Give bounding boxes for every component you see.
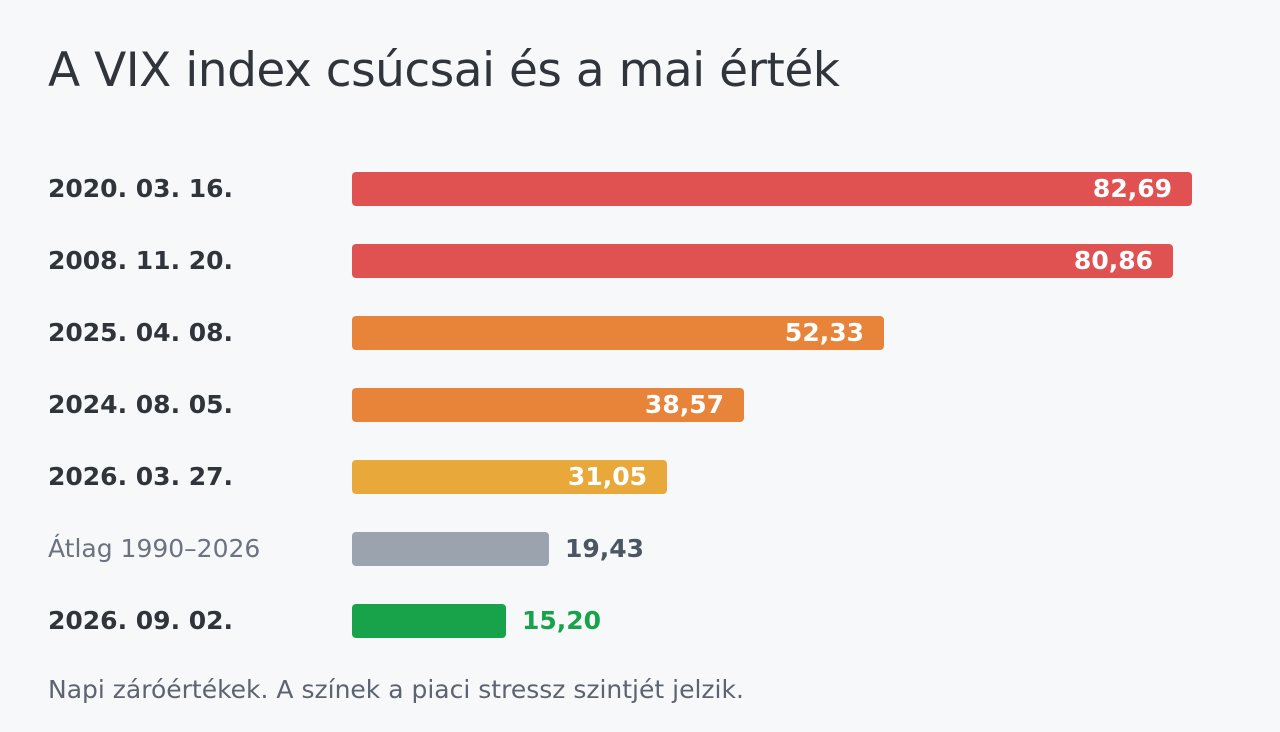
bar-row: 2020. 03. 16. 82,69 [0,172,1280,206]
chart-footnote: Napi záróértékek. A színek a piaci stres… [48,675,744,704]
bar [352,460,667,494]
bar-row: 2025. 04. 08. 52,33 [0,316,1280,350]
bar [352,532,549,566]
bar [352,172,1192,206]
value-label: 19,43 [565,534,645,563]
category-label: 2026. 03. 27. [48,462,234,491]
value-label: 15,20 [522,606,602,635]
category-label: 2025. 04. 08. [48,318,234,347]
value-label: 80,86 [1073,246,1153,275]
bar-row: 2008. 11. 20. 80,86 [0,244,1280,278]
value-label: 82,69 [1092,174,1172,203]
bar [352,316,884,350]
bar [352,244,1173,278]
category-label: 2020. 03. 16. [48,174,234,203]
bar [352,388,744,422]
category-label: Átlag 1990–2026 [48,534,261,563]
bar-row: Átlag 1990–2026 19,43 [0,532,1280,566]
bar-row: 2024. 08. 05. 38,57 [0,388,1280,422]
category-label: 2024. 08. 05. [48,390,234,419]
value-label: 38,57 [644,390,724,419]
value-label: 52,33 [784,318,864,347]
category-label: 2008. 11. 20. [48,246,234,275]
chart-title: A VIX index csúcsai és a mai érték [48,43,840,98]
bar-row: 2026. 09. 02. 15,20 [0,604,1280,638]
value-label: 31,05 [567,462,647,491]
category-label: 2026. 09. 02. [48,606,234,635]
bar [352,604,506,638]
bar-row: 2026. 03. 27. 31,05 [0,460,1280,494]
